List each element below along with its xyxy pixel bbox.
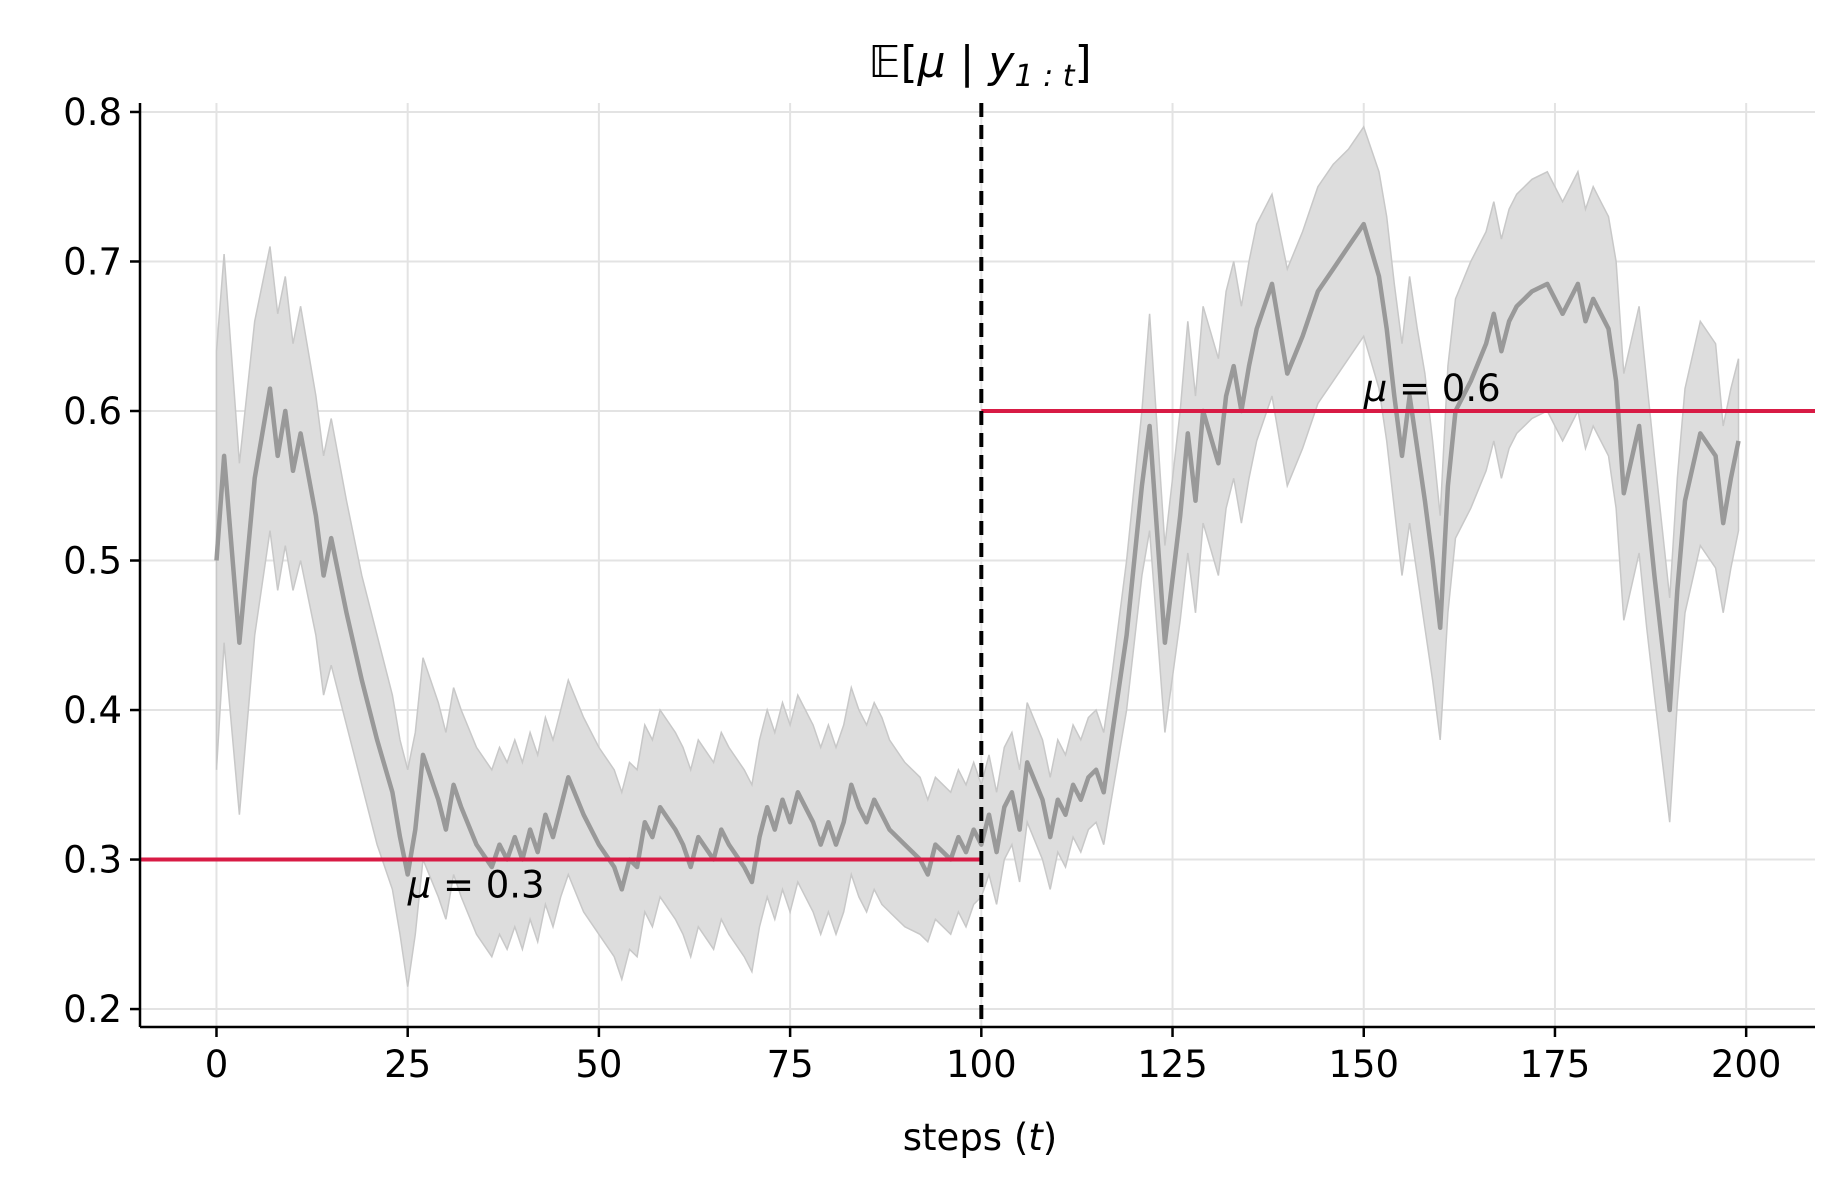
y-tick-label: 0.8 xyxy=(63,91,122,134)
x-tick-label: 25 xyxy=(384,1043,431,1086)
annotations: μ = 0.3 μ = 0.6 xyxy=(407,367,1501,907)
x-axis-title: steps (t) xyxy=(903,1116,1057,1159)
band-area xyxy=(215,125,1740,987)
x-tick-label: 175 xyxy=(1520,1043,1591,1086)
x-tick-label: 125 xyxy=(1137,1043,1208,1086)
x-tick-label: 75 xyxy=(767,1043,814,1086)
mean-line xyxy=(214,221,1741,892)
mu-annotation: μ = 0.6 xyxy=(1363,367,1501,410)
x-tick-label: 100 xyxy=(946,1043,1017,1086)
x-tick-label: 150 xyxy=(1328,1043,1399,1086)
y-tick-label: 0.7 xyxy=(63,240,122,283)
axes xyxy=(138,103,1815,1029)
y-tick-label: 0.2 xyxy=(63,988,122,1031)
posterior-mean-line xyxy=(214,221,1741,892)
true-mu-lines xyxy=(140,409,1815,862)
y-tick-label: 0.5 xyxy=(63,540,122,583)
y-axis-ticks: 0.2 0.3 0.4 0.5 0.6 0.7 0.8 xyxy=(63,91,140,1031)
x-tick-label: 200 xyxy=(1711,1043,1782,1086)
x-tick-label: 0 xyxy=(205,1043,229,1086)
confidence-band xyxy=(215,125,1740,987)
mu-annotation: μ = 0.3 xyxy=(407,864,545,907)
x-tick-label: 50 xyxy=(575,1043,622,1086)
chart-title: 𝔼[μ | y1 : t] xyxy=(868,37,1091,94)
y-tick-label: 0.3 xyxy=(63,839,122,882)
y-tick-label: 0.6 xyxy=(63,390,122,433)
y-tick-label: 0.4 xyxy=(63,689,122,732)
x-axis-ticks: 0 25 50 75 100 125 150 175 200 xyxy=(205,1027,1782,1086)
